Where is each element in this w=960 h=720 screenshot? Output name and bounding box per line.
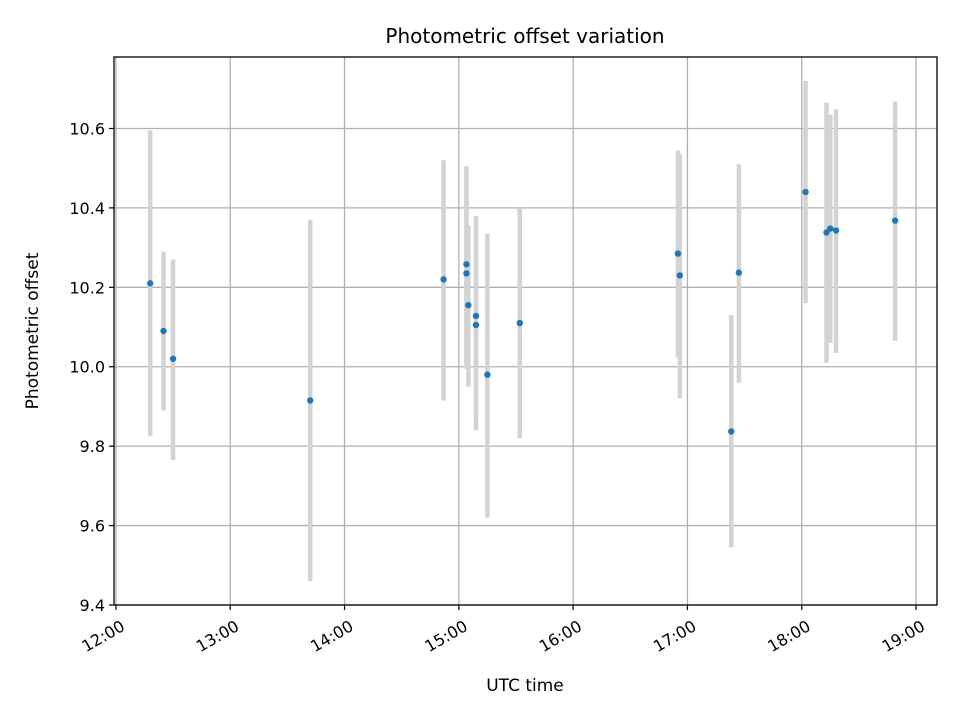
x-axis-label: UTC time: [486, 676, 564, 696]
y-tick-label: 10.0: [69, 358, 105, 377]
data-point: [307, 397, 314, 404]
chart-title: Photometric offset variation: [385, 24, 664, 48]
data-point: [516, 319, 523, 327]
y-axis-ticks: 9.4 9.6 9.8 10.0 10.2 10.4 10.6: [69, 119, 114, 615]
data-point: [676, 272, 684, 279]
data-point: [146, 280, 154, 287]
x-axis-ticks: 12:00 13:00 14:00 15:00 16:00 17:00 18:00 19:00: [78, 605, 928, 656]
data-point: [827, 225, 834, 232]
data-points: [146, 188, 899, 435]
data-point: [440, 276, 447, 283]
plot-frame: [113, 56, 938, 606]
x-tick-label: 14:00: [307, 616, 356, 656]
data-point: [674, 250, 682, 257]
x-tick-label: 13:00: [193, 616, 242, 656]
y-tick-label: 10.2: [69, 278, 105, 297]
x-tick-label: 15:00: [421, 616, 470, 656]
grid: [114, 57, 937, 606]
y-tick-label: 10.6: [69, 119, 105, 138]
x-tick-label: 17:00: [650, 616, 699, 656]
data-point: [160, 327, 167, 335]
data-point: [728, 428, 735, 435]
data-point: [463, 261, 470, 268]
error-bars: [147, 80, 898, 582]
data-point: [169, 355, 177, 362]
y-tick-label: 9.6: [80, 517, 105, 536]
data-point: [735, 269, 743, 276]
y-axis-label: Photometric offset: [23, 252, 43, 409]
x-tick-label: 12:00: [78, 616, 127, 656]
data-point: [484, 371, 491, 378]
y-tick-label: 9.4: [80, 596, 105, 615]
x-tick-label: 19:00: [879, 616, 928, 656]
data-point: [802, 188, 809, 196]
data-point: [832, 227, 840, 234]
data-point: [463, 270, 470, 277]
data-point: [891, 217, 899, 224]
x-tick-label: 18:00: [764, 616, 813, 656]
data-point: [472, 321, 480, 329]
data-point: [823, 229, 830, 236]
data-point: [465, 301, 472, 309]
y-tick-label: 9.8: [80, 437, 105, 456]
x-tick-label: 16:00: [536, 616, 585, 656]
data-point: [472, 312, 480, 320]
y-tick-label: 10.4: [69, 199, 105, 218]
